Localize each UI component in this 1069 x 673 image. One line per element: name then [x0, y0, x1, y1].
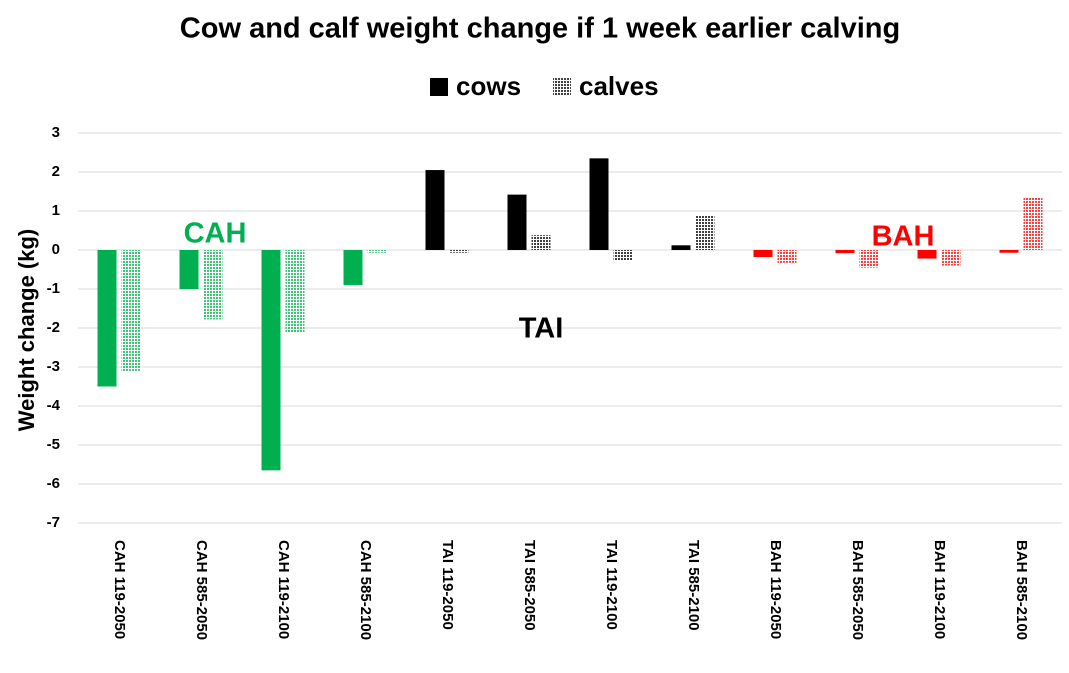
bar	[1023, 197, 1043, 250]
legend-swatch	[553, 78, 571, 96]
legend-swatch	[430, 78, 448, 96]
bar	[835, 250, 855, 254]
x-tick-label: CAH 119-2050	[111, 540, 128, 639]
chart-title: Cow and calf weight change if 1 week ear…	[180, 13, 900, 45]
y-tick-label: -3	[47, 358, 60, 375]
x-tick-label: BAH 585-2100	[1013, 540, 1030, 640]
bar	[999, 250, 1019, 253]
y-tick-label: -2	[47, 319, 60, 336]
x-tick-label: TAI 585-2100	[685, 540, 702, 631]
x-tick-label: BAH 585-2050	[849, 540, 866, 640]
y-axis-label: Weight change (kg)	[14, 229, 39, 432]
bar	[449, 250, 469, 253]
bar	[507, 194, 527, 250]
bar	[753, 250, 773, 258]
bar	[917, 250, 937, 259]
annotation: TAI	[519, 313, 564, 345]
legend-label: calves	[579, 71, 659, 101]
y-tick-label: 1	[52, 202, 60, 219]
y-tick-label: -4	[47, 397, 61, 414]
annotation: CAH	[184, 218, 247, 250]
annotation: BAH	[872, 221, 935, 253]
x-tick-label: TAI 119-2050	[439, 540, 456, 630]
bar	[285, 250, 305, 333]
bar	[589, 158, 609, 250]
bar	[613, 250, 633, 261]
bar	[343, 250, 363, 286]
y-tick-label: 2	[52, 163, 60, 180]
bar	[859, 250, 879, 268]
x-tick-label: TAI 119-2100	[603, 540, 620, 630]
legend-label: cows	[456, 71, 521, 101]
bar	[121, 250, 141, 371]
bar	[203, 250, 223, 320]
y-tick-label: -7	[47, 514, 60, 531]
y-tick-label: -5	[47, 436, 60, 453]
y-tick-label: -1	[47, 280, 60, 297]
bar	[425, 170, 445, 250]
bar	[261, 250, 281, 471]
bar	[367, 250, 387, 253]
bar	[777, 250, 797, 263]
x-tick-label: CAH 119-2100	[275, 540, 292, 639]
bar	[671, 245, 691, 250]
bar	[97, 250, 117, 387]
bar	[531, 235, 551, 250]
x-tick-label: TAI 585-2050	[521, 540, 538, 631]
bar	[179, 250, 199, 289]
y-tick-label: 3	[52, 124, 60, 141]
x-tick-label: CAH 585-2100	[357, 540, 374, 640]
bar	[941, 250, 961, 266]
x-tick-label: BAH 119-2050	[767, 540, 784, 639]
y-tick-label: -6	[47, 475, 60, 492]
bar	[695, 215, 715, 250]
y-tick-label: 0	[52, 241, 60, 258]
x-tick-label: CAH 585-2050	[193, 540, 210, 640]
x-tick-label: BAH 119-2100	[931, 540, 948, 639]
